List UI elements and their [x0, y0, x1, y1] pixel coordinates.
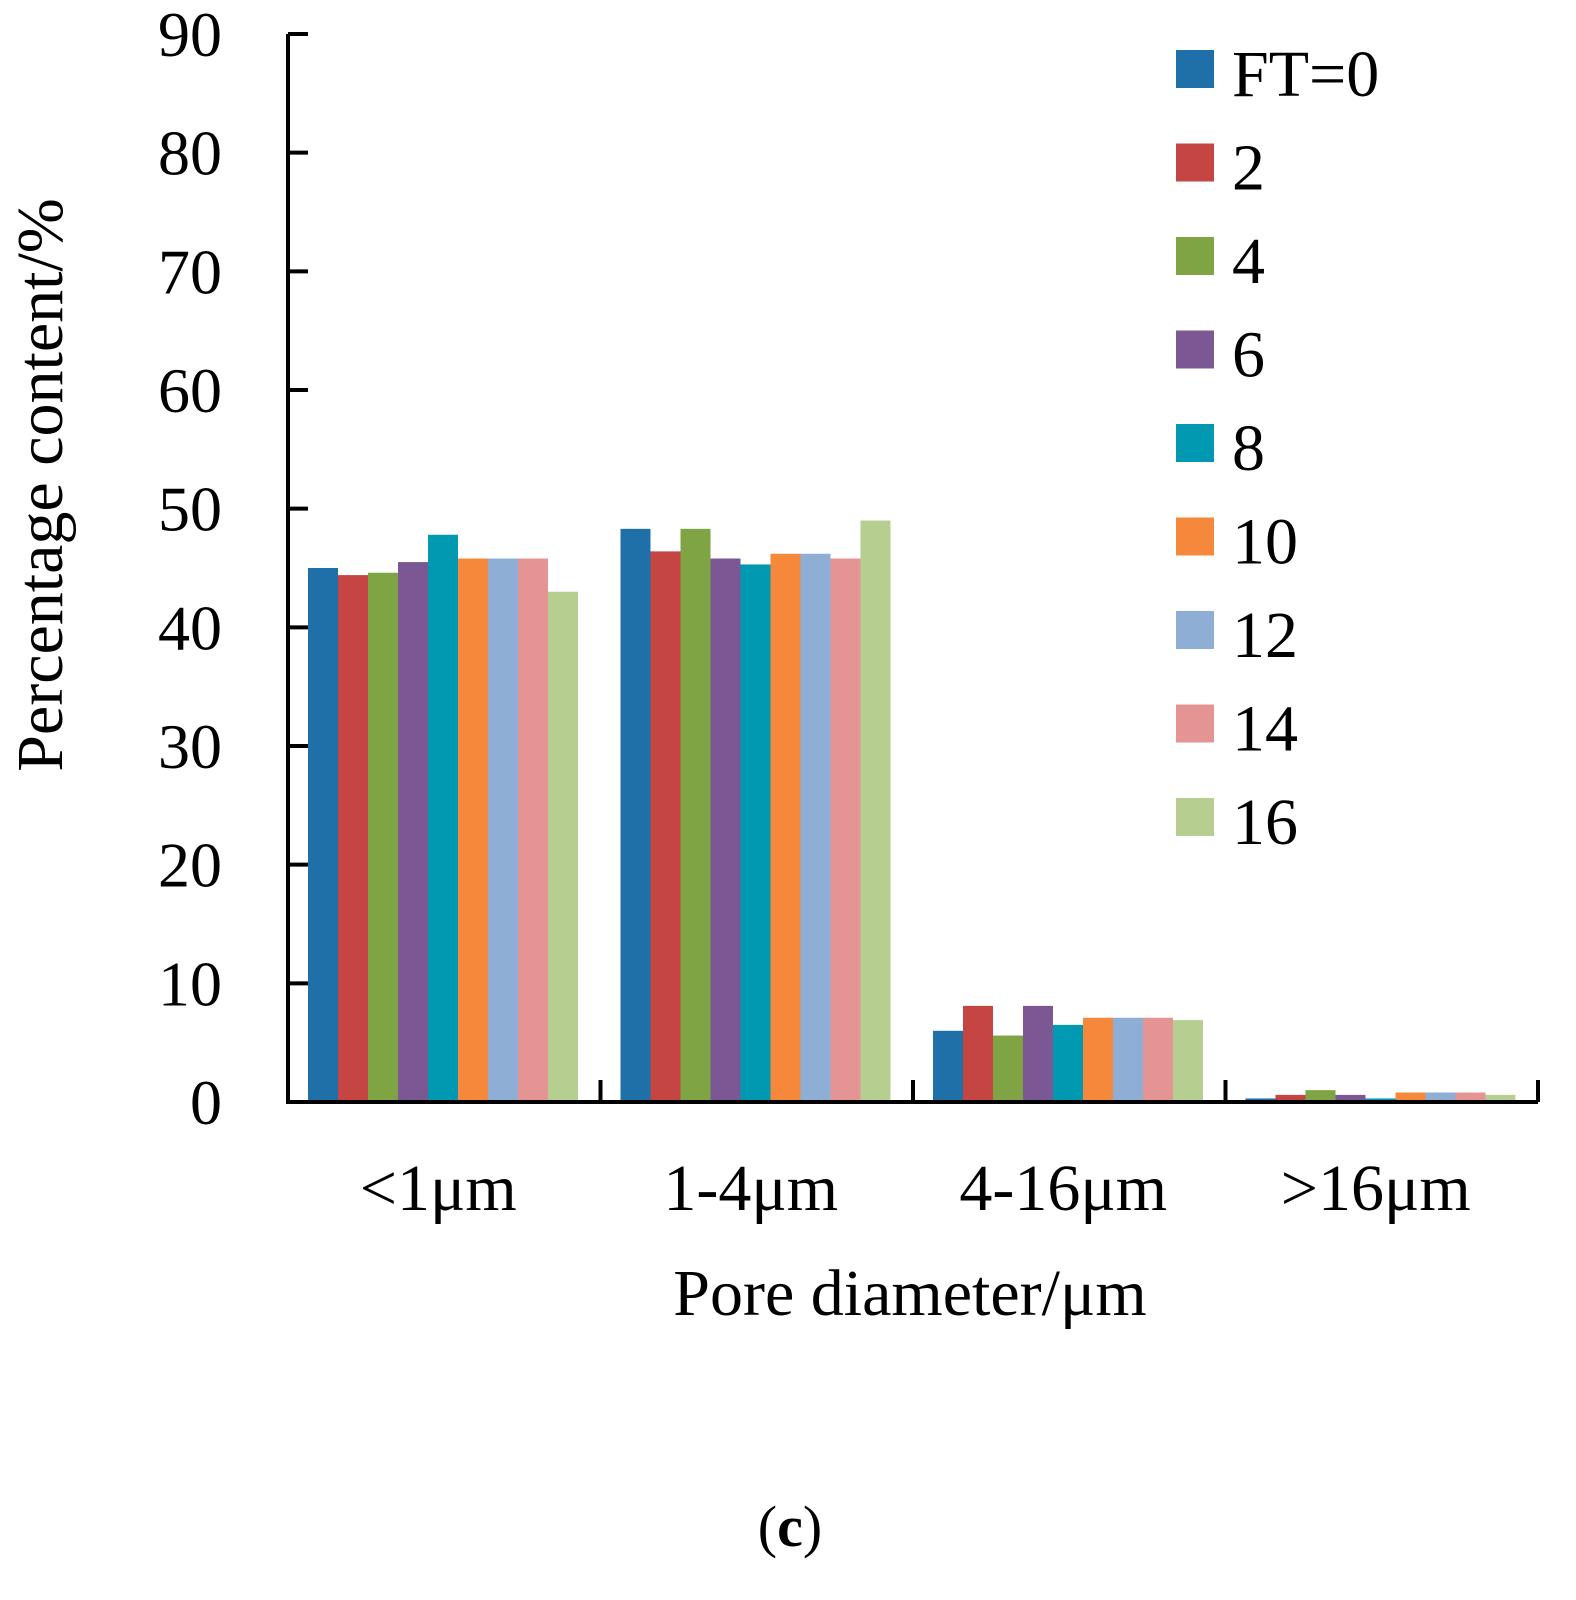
legend-swatch: [1176, 704, 1214, 743]
bar-2-cat-3: [1275, 1094, 1306, 1102]
legend-swatch: [1176, 424, 1214, 462]
bar-10-cat-0: [458, 558, 488, 1102]
legend-swatch: [1176, 330, 1214, 369]
bar-8-cat-0: [428, 534, 458, 1102]
bar-12-cat-1: [800, 553, 831, 1102]
legend-swatch: [1176, 798, 1214, 836]
bar-8-cat-2: [1053, 1024, 1083, 1102]
legend-label: 8: [1232, 412, 1265, 485]
bars-group: [308, 520, 1516, 1102]
bar-12-cat-3: [1425, 1092, 1456, 1102]
y-tick-label: 10: [158, 948, 222, 1019]
legend-swatch: [1176, 517, 1214, 556]
legend-label: 14: [1232, 693, 1298, 766]
bar-ft-0-cat-1: [620, 528, 651, 1102]
x-categories-group: <1μm 1-4μm 4-16μm >16μm: [360, 1152, 1471, 1225]
y-tick-label: 70: [158, 236, 222, 307]
bar-12-cat-2: [1113, 1017, 1143, 1102]
bar-16-cat-0: [548, 591, 578, 1102]
bar-2-cat-0: [338, 575, 368, 1102]
panel-label-letter: c: [777, 1494, 803, 1559]
bar-10-cat-1: [770, 553, 801, 1102]
bar-10-cat-2: [1083, 1017, 1113, 1102]
x-category-label: 1-4μm: [663, 1152, 838, 1225]
legend-label: 10: [1232, 506, 1298, 579]
bar-6-cat-1: [710, 558, 741, 1102]
legend-label: 16: [1232, 786, 1298, 859]
y-tick-label: 30: [158, 711, 222, 782]
legend-label: 6: [1232, 319, 1265, 392]
legend-swatch: [1176, 50, 1214, 88]
bar-12-cat-0: [488, 558, 518, 1102]
bar-2-cat-2: [963, 1005, 993, 1102]
bar-16-cat-2: [1173, 1020, 1203, 1102]
bar-2-cat-1: [650, 551, 681, 1102]
bar-ft-0-cat-2: [933, 1030, 963, 1102]
bar-8-cat-1: [740, 564, 771, 1102]
x-axis-label: Pore diameter/μm: [673, 1257, 1146, 1330]
bar-16-cat-1: [860, 520, 891, 1102]
bar-6-cat-3: [1335, 1094, 1366, 1102]
y-tick-label: 50: [158, 474, 222, 545]
x-category-label: >16μm: [1281, 1152, 1471, 1225]
y-tick-label: 40: [158, 592, 222, 663]
bar-4-cat-2: [993, 1035, 1023, 1102]
y-tick-label: 0: [190, 1067, 222, 1138]
bar-4-cat-1: [680, 528, 711, 1102]
y-ticks-group: 0 10 20 30 40 50 60 70 80 90: [158, 0, 308, 1138]
bar-10-cat-3: [1395, 1092, 1426, 1102]
bar-4-cat-3: [1305, 1090, 1336, 1102]
legend-swatch: [1176, 237, 1214, 275]
bar-14-cat-3: [1455, 1092, 1486, 1102]
legend-label: 4: [1232, 225, 1265, 298]
legend-swatch: [1176, 143, 1214, 182]
bar-6-cat-0: [398, 562, 428, 1102]
y-tick-label: 90: [158, 0, 222, 70]
bar-16-cat-3: [1485, 1094, 1516, 1102]
panel-label: (c): [758, 1494, 822, 1559]
legend-label: FT=0: [1232, 38, 1379, 111]
y-tick-label: 60: [158, 355, 222, 426]
bar-14-cat-2: [1143, 1017, 1173, 1102]
legend-label: 12: [1232, 599, 1298, 672]
y-tick-label: 80: [158, 118, 222, 189]
y-tick-label: 20: [158, 830, 222, 901]
bar-6-cat-2: [1023, 1005, 1053, 1102]
x-category-label: 4-16μm: [959, 1152, 1167, 1225]
bar-ft-0-cat-0: [308, 568, 338, 1102]
x-category-label: <1μm: [360, 1152, 517, 1225]
legend-swatch: [1176, 611, 1214, 649]
bar-4-cat-0: [368, 572, 398, 1102]
legend-label: 2: [1232, 132, 1265, 205]
y-axis-label: Percentage content/%: [4, 198, 77, 772]
bar-14-cat-0: [518, 558, 548, 1102]
axes-group: [286, 34, 1540, 1104]
bar-14-cat-1: [830, 558, 861, 1102]
legend: FT=0 2 4 6 8 10 12 14 16: [1176, 38, 1379, 859]
